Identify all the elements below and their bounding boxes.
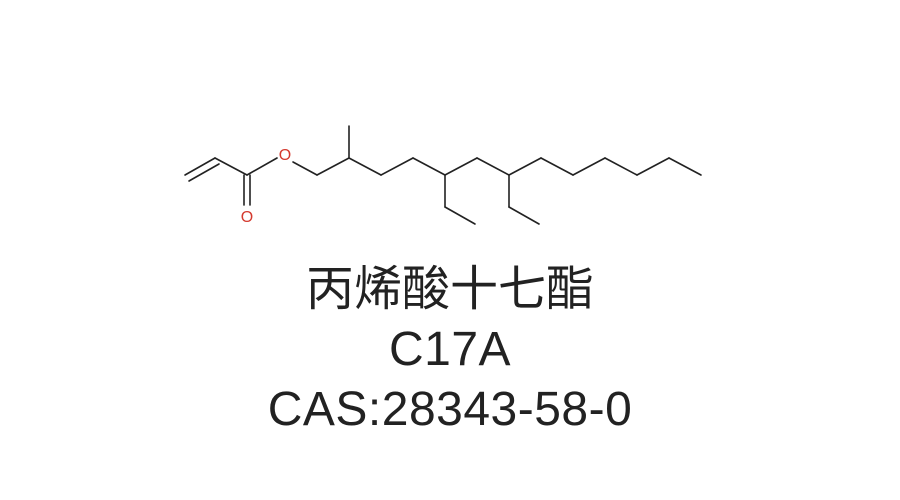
chemical-name-cn: 丙烯酸十七酯: [0, 260, 900, 320]
cas-number: CAS:28343-58-0: [0, 380, 900, 440]
skeletal-formula-svg: O O: [0, 0, 900, 260]
chemical-card: O O 丙烯酸十七酯 C17A CAS:28343-58-0: [0, 0, 900, 500]
molecular-structure-diagram: O O: [0, 0, 900, 260]
compound-text-block: 丙烯酸十七酯 C17A CAS:28343-58-0: [0, 260, 900, 440]
ester-oxygen-label: O: [279, 147, 291, 164]
carbonyl-oxygen-label: O: [241, 209, 253, 226]
chemical-code: C17A: [0, 320, 900, 380]
